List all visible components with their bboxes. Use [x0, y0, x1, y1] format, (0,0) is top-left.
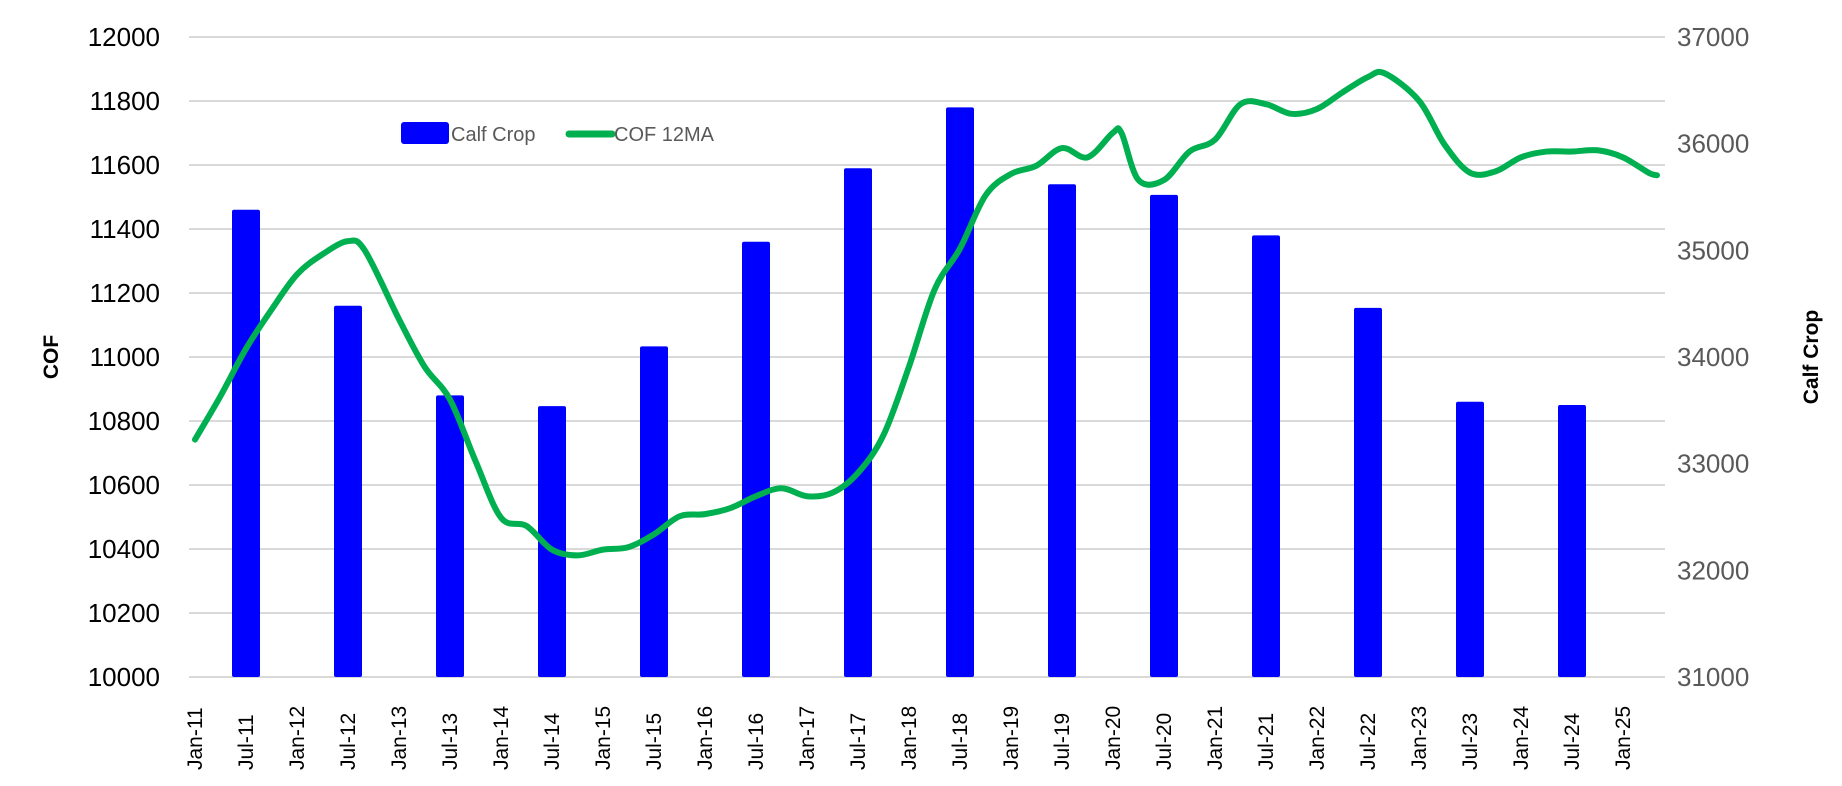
bar-calf-crop — [1048, 184, 1076, 677]
left-axis-ticks: 10000 10200 10400 10600 10800 11000 11200 11400… — [88, 22, 160, 692]
left-tick-label: 11400 — [90, 214, 160, 244]
x-axis-ticks: Jan-11 Jul-11 Jan-12 Jul-12 Jan-13 Jul-13 Jan-… — [184, 705, 1635, 770]
bar-calf-crop — [334, 305, 362, 677]
x-tick-label: Jul-23 — [1459, 713, 1482, 770]
x-tick-label: Jan-12 — [286, 706, 309, 770]
legend: Calf Crop COF 12MA — [401, 122, 715, 146]
right-tick-label: 37000 — [1677, 22, 1749, 52]
x-tick-label: Jul-15 — [643, 713, 666, 770]
left-tick-label: 10600 — [88, 470, 160, 500]
bar-calf-crop — [1354, 307, 1382, 677]
right-tick-label: 31000 — [1677, 662, 1749, 692]
calf-crop-bars — [232, 107, 1586, 678]
bar-calf-crop — [1150, 194, 1178, 677]
x-tick-label: Jan-20 — [1102, 706, 1125, 770]
bar-calf-crop — [232, 209, 260, 678]
x-tick-label: Jul-11 — [235, 714, 258, 770]
bar-calf-crop — [1252, 235, 1280, 677]
bar-calf-crop — [1456, 401, 1484, 677]
x-tick-label: Jan-25 — [1612, 706, 1635, 770]
x-tick-label: Jul-16 — [745, 713, 768, 770]
x-tick-label: Jan-14 — [490, 705, 513, 770]
x-tick-label: Jan-24 — [1510, 705, 1533, 770]
x-tick-label: Jan-15 — [592, 706, 615, 770]
x-tick-label: Jul-22 — [1357, 713, 1380, 770]
bar-calf-crop — [640, 346, 668, 677]
x-tick-label: Jan-16 — [694, 706, 717, 770]
left-tick-label: 11600 — [90, 150, 160, 180]
x-tick-label: Jul-19 — [1051, 713, 1074, 770]
bar-calf-crop — [844, 168, 872, 677]
x-tick-label: Jan-21 — [1204, 706, 1227, 770]
cof-12ma-line-group — [192, 68, 1660, 559]
x-tick-label: Jan-17 — [796, 706, 819, 770]
legend-label-calf-crop: Calf Crop — [451, 124, 535, 146]
x-tick-label: Jan-18 — [898, 706, 921, 770]
x-tick-label: Jan-23 — [1408, 706, 1431, 770]
x-tick-label: Jul-17 — [847, 713, 870, 770]
x-tick-label: Jan-19 — [1000, 706, 1023, 770]
right-tick-label: 35000 — [1677, 235, 1749, 265]
x-tick-label: Jan-22 — [1306, 706, 1329, 770]
right-tick-label: 33000 — [1677, 449, 1749, 479]
left-tick-label: 12000 — [88, 22, 160, 52]
right-tick-label: 32000 — [1677, 555, 1749, 585]
x-tick-label: Jul-20 — [1153, 713, 1176, 770]
left-tick-label: 10400 — [88, 534, 160, 564]
x-tick-label: Jul-21 — [1255, 713, 1278, 770]
bar-calf-crop — [538, 406, 566, 677]
line-cof-12ma — [192, 68, 1660, 559]
x-tick-label: Jul-12 — [337, 713, 360, 770]
legend-label-cof-12ma: COF 12MA — [614, 124, 715, 146]
right-tick-label: 36000 — [1677, 129, 1749, 159]
left-axis-title: COF — [40, 335, 63, 380]
left-tick-label: 10200 — [88, 598, 160, 628]
left-tick-label: 11800 — [90, 86, 160, 116]
x-tick-label: Jul-24 — [1561, 712, 1584, 770]
bar-calf-crop — [946, 107, 974, 677]
x-tick-label: Jan-11 — [184, 707, 207, 770]
right-axis-ticks: 31000 32000 33000 34000 35000 36000 37000 — [1677, 22, 1749, 692]
right-axis-title: Calf Crop — [1800, 310, 1823, 405]
x-tick-label: Jan-13 — [388, 706, 411, 770]
x-tick-label: Jul-13 — [439, 713, 462, 770]
left-tick-label: 10800 — [88, 406, 160, 436]
bar-calf-crop — [1558, 405, 1586, 677]
left-tick-label: 11000 — [90, 342, 160, 372]
bar-calf-crop — [436, 395, 464, 677]
bar-calf-crop — [742, 241, 770, 678]
legend-swatch-calf-crop — [401, 122, 449, 144]
x-tick-label: Jul-14 — [541, 712, 564, 770]
left-tick-label: 11200 — [90, 278, 160, 308]
right-tick-label: 34000 — [1677, 342, 1749, 372]
x-tick-label: Jul-18 — [949, 713, 972, 770]
left-tick-label: 10000 — [88, 662, 160, 692]
